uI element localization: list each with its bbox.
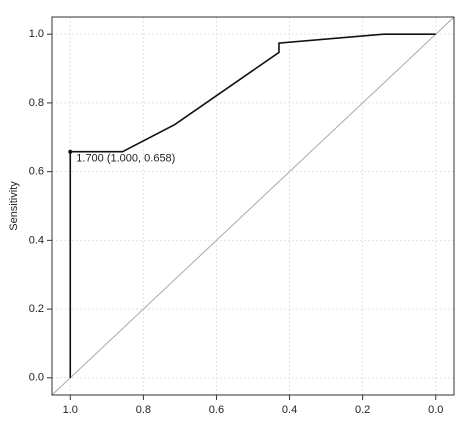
x-tick-label: 1.0 <box>63 404 78 416</box>
y-tick-label: 0.8 <box>29 97 44 109</box>
x-tick-label: 0.6 <box>209 404 224 416</box>
y-axis-label: Sensitivity <box>8 181 20 231</box>
annotation-point <box>68 149 73 154</box>
y-tick-label: 0.6 <box>29 166 44 178</box>
annotation-text: 1.700 (1.000, 0.658) <box>76 153 175 165</box>
diagonal <box>51 16 455 396</box>
y-tick-label: 0.4 <box>29 234 44 246</box>
x-tick-label: 0.4 <box>282 404 297 416</box>
plot-frame <box>51 16 455 396</box>
x-tick-label: 0.0 <box>428 404 443 416</box>
x-tick-label: 0.8 <box>136 404 151 416</box>
y-tick-label: 0.2 <box>29 303 44 315</box>
x-tick-label: 0.2 <box>355 404 370 416</box>
roc-curve <box>69 33 436 378</box>
y-tick-label: 0.0 <box>29 372 44 384</box>
y-tick-label: 1.0 <box>29 28 44 40</box>
